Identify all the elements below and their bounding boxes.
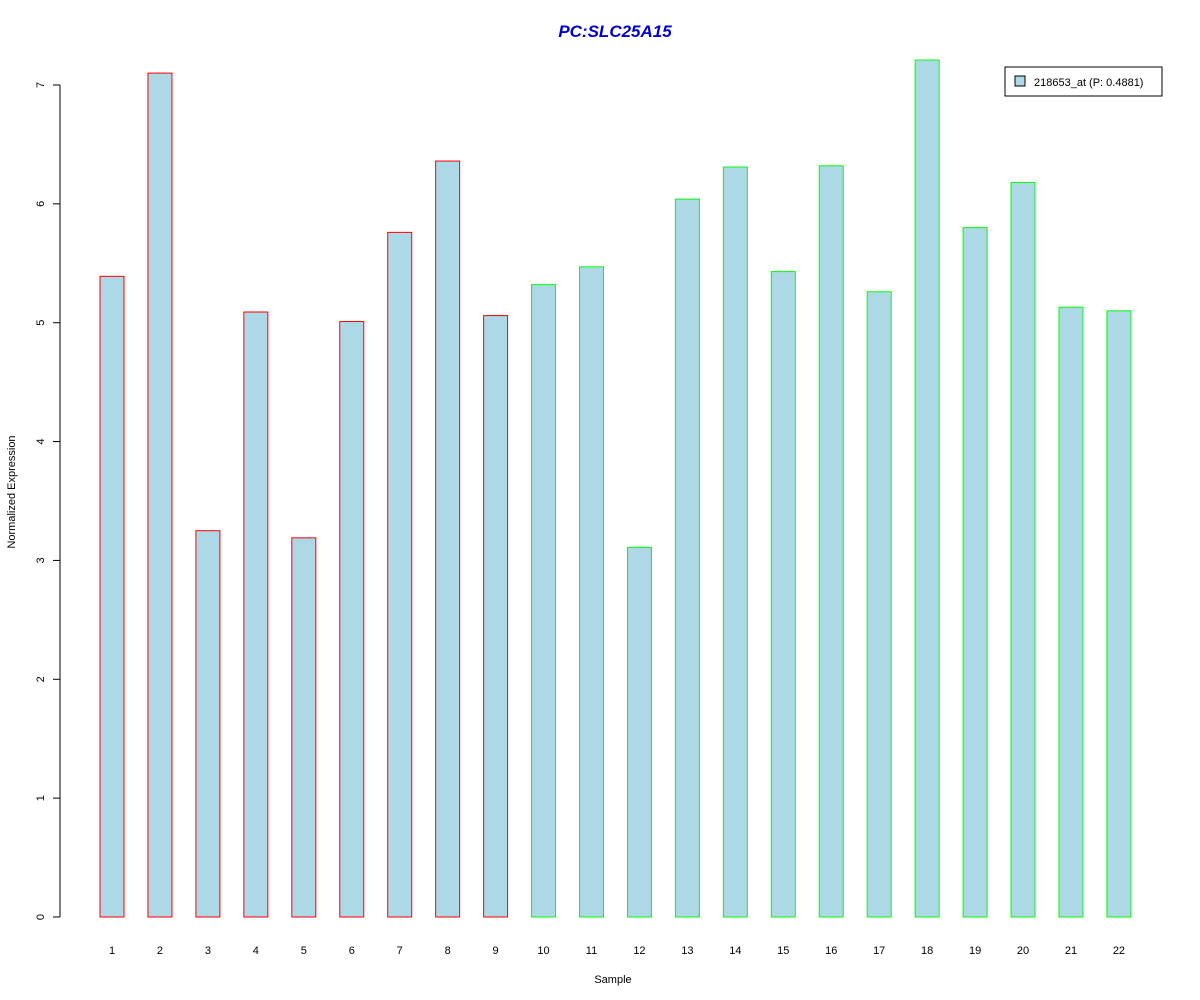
x-tick-label: 20 bbox=[1017, 945, 1029, 957]
x-tick-label: 4 bbox=[253, 945, 259, 957]
y-axis-label: Normalized Expression bbox=[6, 435, 18, 548]
x-tick-label: 7 bbox=[397, 945, 403, 957]
x-tick-label: 14 bbox=[729, 945, 741, 957]
x-tick-label: 21 bbox=[1065, 945, 1077, 957]
chart-title: PC:SLC25A15 bbox=[558, 22, 672, 41]
x-tick-label: 22 bbox=[1113, 945, 1125, 957]
x-tick-label: 9 bbox=[493, 945, 499, 957]
y-tick-label: 4 bbox=[35, 438, 47, 444]
bar bbox=[147, 72, 173, 918]
x-tick-label: 13 bbox=[681, 945, 693, 957]
y-tick-label: 6 bbox=[35, 201, 47, 207]
x-tick-label: 2 bbox=[157, 945, 163, 957]
bar bbox=[243, 311, 269, 918]
y-tick-label: 5 bbox=[35, 320, 47, 326]
bar bbox=[722, 166, 748, 918]
x-tick-label: 10 bbox=[537, 945, 549, 957]
bar bbox=[531, 284, 557, 918]
y-tick-label: 3 bbox=[35, 557, 47, 563]
bar bbox=[1106, 310, 1132, 918]
bar bbox=[818, 165, 844, 918]
bar bbox=[770, 271, 796, 918]
x-tick-label: 12 bbox=[633, 945, 645, 957]
bar bbox=[339, 321, 365, 918]
x-axis-tick-labels: 1 2 3 4 5 6 7 8 9 10 11 12 13 14 15 16 17 18 19 20 21 22 bbox=[109, 945, 1125, 957]
bar bbox=[195, 530, 221, 918]
x-tick-label: 1 bbox=[109, 945, 115, 957]
x-axis-label: Sample bbox=[594, 974, 631, 986]
bar bbox=[626, 546, 652, 918]
bar bbox=[962, 227, 988, 918]
legend-label: 218653_at (P: 0.4881) bbox=[1034, 77, 1143, 89]
y-tick-label: 2 bbox=[35, 676, 47, 682]
bar bbox=[579, 266, 604, 918]
bar bbox=[674, 198, 700, 918]
bar bbox=[435, 160, 461, 918]
x-tick-label: 17 bbox=[873, 945, 885, 957]
bar bbox=[99, 275, 125, 918]
x-tick-label: 6 bbox=[349, 945, 355, 957]
x-tick-label: 5 bbox=[301, 945, 307, 957]
x-tick-label: 8 bbox=[445, 945, 451, 957]
bar bbox=[866, 291, 892, 918]
x-tick-label: 3 bbox=[205, 945, 211, 957]
y-tick-label: 0 bbox=[35, 914, 47, 920]
bar bbox=[387, 231, 413, 918]
legend-box bbox=[1004, 66, 1163, 97]
y-tick-label: 1 bbox=[35, 795, 47, 801]
bar bbox=[914, 59, 940, 918]
bar bbox=[1058, 306, 1084, 918]
y-tick-label: 7 bbox=[35, 82, 47, 88]
y-axis: 0 1 2 3 4 5 6 7 bbox=[35, 82, 61, 920]
bar bbox=[291, 537, 317, 918]
x-tick-label: 19 bbox=[969, 945, 981, 957]
legend: 218653_at (P: 0.4881) bbox=[1004, 66, 1163, 97]
bar bbox=[1010, 181, 1036, 918]
bars bbox=[99, 59, 1132, 918]
x-tick-label: 16 bbox=[825, 945, 837, 957]
x-tick-label: 11 bbox=[586, 945, 597, 957]
x-tick-label: 18 bbox=[921, 945, 933, 957]
legend-swatch bbox=[1014, 75, 1026, 87]
x-tick-label: 15 bbox=[777, 945, 789, 957]
bar bbox=[483, 315, 509, 918]
